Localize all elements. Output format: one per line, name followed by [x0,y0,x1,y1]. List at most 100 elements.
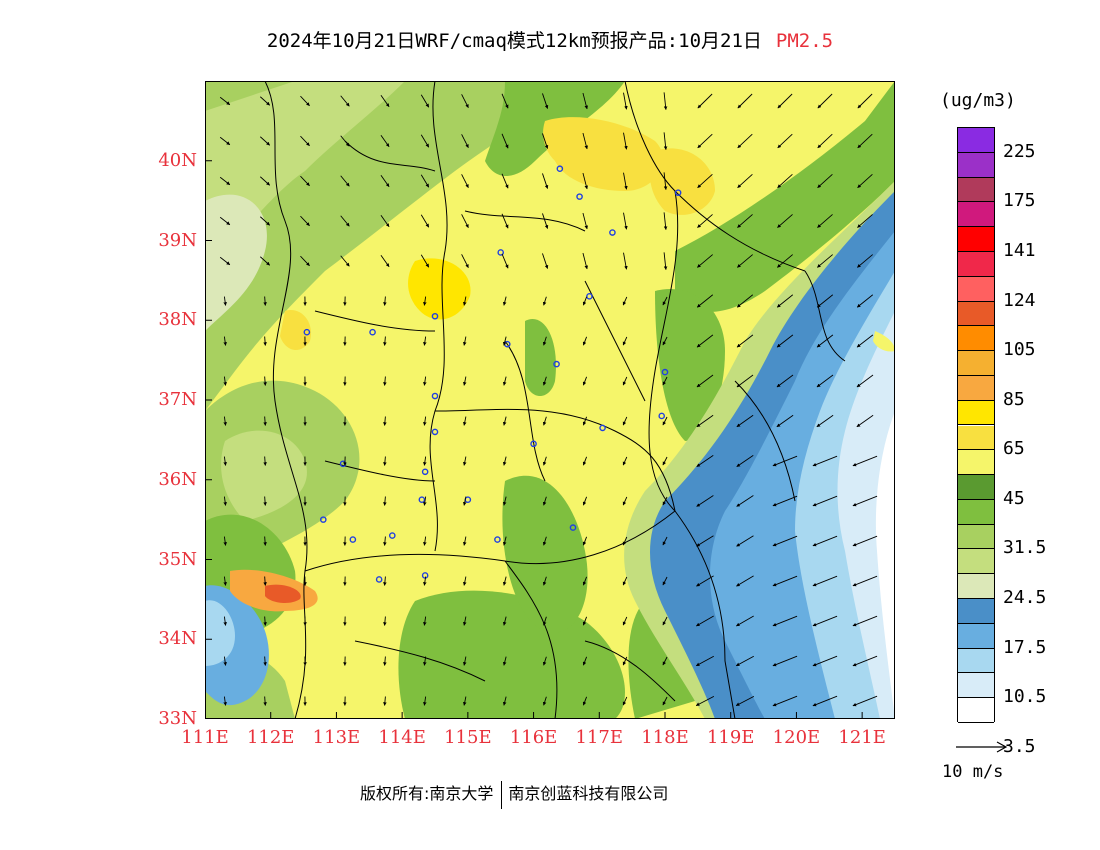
colorbar-swatch [958,648,994,674]
wind-arrow [812,695,838,707]
wind-arrow [501,213,509,229]
wind-arrow [462,616,467,626]
wind-arrow [662,536,668,546]
colorbar-swatch [958,351,994,376]
wind-arrow [423,656,427,666]
city-marker [609,229,616,236]
wind-arrow [223,576,227,586]
colorbar-swatch [958,475,994,500]
wind-arrow [383,296,387,306]
wind-arrow [219,216,231,226]
wind-arrow [383,696,387,706]
wind-arrow [259,256,271,266]
wind-arrow [423,336,427,346]
city-marker [431,428,439,436]
wind-arrow [663,252,668,270]
wind-arrow [582,92,588,110]
city-marker [319,516,327,523]
map-panel [205,81,895,719]
city-marker [599,424,606,432]
wind-arrow [695,655,714,667]
wind-arrow [383,456,387,466]
wind-arrow [852,615,878,627]
colorbar-swatch [958,400,994,426]
colorbar-swatch [958,202,994,228]
wind-arrow [736,374,754,388]
wind-arrow [502,576,507,586]
colorbar-label: 3.5 [1003,735,1036,757]
lat-tick-label: 36N [158,468,197,490]
wind-arrow [622,456,628,466]
city-marker [418,496,426,503]
wind-arrow [696,535,714,547]
colorbar-swatch [958,251,994,277]
colorbar-swatch [958,326,994,352]
wind-arrow [852,495,878,507]
wind-reference-arrow [956,741,1008,753]
wind-arrow [502,376,507,386]
city-marker [421,468,429,476]
colorbar-swatch [958,276,994,302]
city-marker [431,312,439,320]
field-lightgreen-west [221,430,307,521]
wind-arrow [542,253,549,269]
lon-tick-label: 119E [706,727,755,748]
colorbar-label: 124 [1003,289,1036,311]
wind-arrow [542,376,547,386]
wind-arrow [263,696,267,706]
wind-arrow [423,496,427,506]
wind-arrow [461,94,469,109]
wind-arrow [696,374,714,388]
wind-arrow [662,656,668,666]
wind-arrow [542,296,547,306]
wind-arrow [582,656,588,666]
wind-arrow [219,256,231,266]
wind-arrow [772,655,798,667]
field-land-ne [873,331,895,352]
wind-arrow [223,416,227,426]
wind-arrow [812,615,838,627]
field-hot-tangshan [649,148,715,215]
city-marker [658,412,666,420]
wind-arrow [737,173,753,189]
title-variable: PM2.5 [775,30,834,52]
colorbar-swatch [958,698,994,723]
city-marker [369,328,376,336]
wind-arrow [420,174,430,188]
wind-arrow [502,296,507,306]
wind-arrow [383,576,387,586]
wind-arrow [736,615,754,627]
wind-arrow [622,296,628,306]
wind-arrow [423,696,427,706]
wind-arrow [662,416,668,426]
wind-arrow [623,132,628,150]
wind-arrow [856,414,874,428]
city-marker [530,440,537,448]
wind-arrow [423,616,427,626]
wind-arrow [380,214,390,228]
colorbar-label: 45 [1003,487,1025,509]
wind-arrow [812,535,838,547]
colorbar-label: 10.5 [1003,686,1047,708]
wind-arrow [380,134,390,148]
lon-tick-label: 121E [838,727,886,748]
wind-arrow [662,696,668,706]
city-marker [388,532,396,539]
field-west-basin-light [205,600,235,666]
wind-arrow [817,93,833,109]
city-marker [497,249,505,256]
field-pale-nw [205,194,267,331]
wind-arrow [772,575,798,587]
wind-arrow [263,576,267,586]
wind-arrow [263,536,267,546]
wind-arrow [542,133,549,149]
wind-arrow [542,173,549,189]
footer-separator [501,780,503,809]
field-hot-taiyuan [280,310,311,351]
wind-arrow [776,294,794,308]
wind-arrow [817,133,833,149]
lat-tick-label: 37N [158,389,197,410]
wind-arrow [777,254,793,268]
wind-arrow [737,93,753,109]
wind-arrow [582,456,588,466]
